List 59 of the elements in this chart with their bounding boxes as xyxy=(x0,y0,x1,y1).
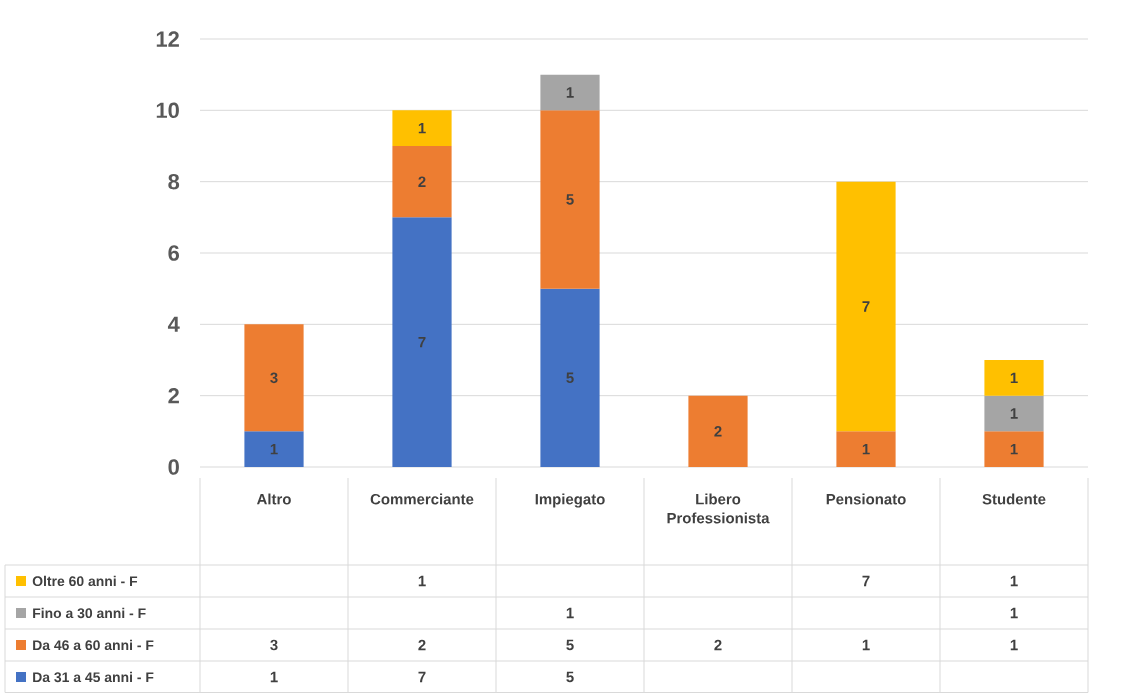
data-label: 1 xyxy=(1010,607,1018,619)
bar xyxy=(688,395,748,467)
bar xyxy=(836,431,896,467)
data-label: 1 xyxy=(418,575,426,587)
data-label: 1 xyxy=(1010,639,1018,651)
data-label: 2 xyxy=(418,639,426,651)
bar xyxy=(392,145,452,218)
legend-label: Fino a 30 anni - F xyxy=(33,607,146,619)
data-label: 5 xyxy=(566,194,574,205)
data-label: 7 xyxy=(862,301,870,312)
y-tick-label: 10 xyxy=(156,102,179,119)
y-tick-label: 12 xyxy=(156,31,179,47)
data-label: 7 xyxy=(862,575,870,587)
y-tick-label: 4 xyxy=(167,316,180,332)
y-tick-label: 8 xyxy=(168,173,180,190)
data-label: 1 xyxy=(1010,575,1018,587)
bar xyxy=(540,288,600,467)
bar xyxy=(984,359,1044,396)
bar xyxy=(836,181,896,432)
data-label: 1 xyxy=(270,443,278,455)
data-label: 2 xyxy=(418,176,426,187)
data-label: 1 xyxy=(1010,408,1018,419)
data-label: 1 xyxy=(270,671,278,683)
data-label: 1 xyxy=(862,639,870,651)
data-label: 3 xyxy=(270,639,278,651)
y-tick-label: 2 xyxy=(168,387,179,404)
data-label: 1 xyxy=(862,443,870,455)
data-label: 1 xyxy=(1010,443,1018,455)
data-label: 1 xyxy=(566,607,574,619)
data-label: 7 xyxy=(418,671,426,683)
bar xyxy=(244,431,304,467)
data-label: 2 xyxy=(714,639,722,651)
x-tick-label: Libero Professionista xyxy=(667,493,770,524)
legend-label: Da 31 a 45 anni - F xyxy=(33,671,154,683)
bar xyxy=(392,217,452,467)
legend-label: Oltre 60 anni - F xyxy=(32,575,138,587)
data-label: 1 xyxy=(566,87,574,98)
data-label: 1 xyxy=(418,122,426,134)
x-tick-label: Studente xyxy=(982,493,1046,505)
bar xyxy=(540,110,600,289)
y-tick-label: 0 xyxy=(168,459,179,475)
x-tick-label: Altro xyxy=(256,493,291,505)
bar xyxy=(540,74,600,111)
data-label: 5 xyxy=(566,671,574,683)
bar xyxy=(984,395,1044,432)
data-label: 1 xyxy=(1010,372,1018,383)
data-label: 2 xyxy=(714,426,722,437)
x-tick-label: Impiegato xyxy=(535,493,605,508)
x-tick-label: Pensionato xyxy=(826,493,906,505)
bar xyxy=(984,431,1044,467)
data-label: 5 xyxy=(566,372,574,383)
y-tick-label: 6 xyxy=(168,245,180,261)
data-label: 7 xyxy=(418,336,426,348)
bar xyxy=(244,324,304,432)
data-label: 5 xyxy=(566,639,574,651)
data-label: 3 xyxy=(270,372,278,384)
bar xyxy=(392,110,452,146)
x-tick-label: Commerciante xyxy=(370,493,474,505)
legend-label: Da 46 a 60 anni - F xyxy=(33,639,154,651)
